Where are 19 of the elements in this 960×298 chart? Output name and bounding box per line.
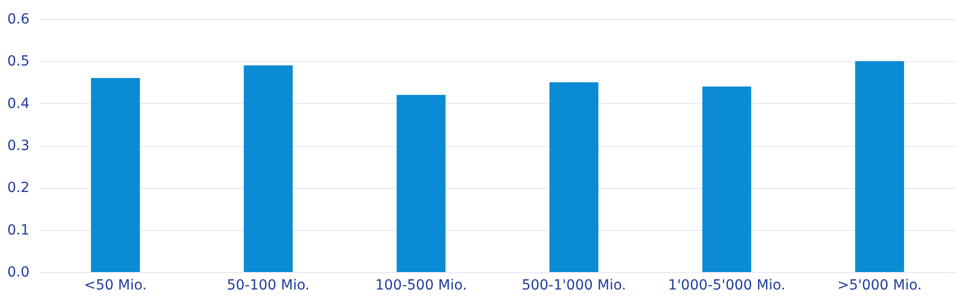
bar (702, 86, 752, 272)
x-tick-label: 500-1'000 Mio. (522, 278, 626, 294)
y-tick-label: 0.0 (7, 264, 30, 280)
bar (549, 82, 598, 272)
y-tick-label: 0.3 (7, 138, 30, 154)
bar (90, 78, 140, 272)
y-tick-label: 0.6 (7, 12, 30, 28)
y-tick-label: 0.1 (7, 222, 30, 238)
bar (855, 61, 904, 272)
x-tick-label: >5'000 Mio. (837, 278, 922, 294)
y-tick-label: 0.2 (7, 180, 30, 196)
bar (396, 94, 446, 272)
x-tick-label: 1'000-5'000 Mio. (668, 278, 786, 294)
x-tick-label: 50-100 Mio. (226, 278, 310, 294)
bar (244, 65, 293, 272)
y-tick-label: 0.5 (7, 54, 30, 70)
y-tick-label: 0.4 (7, 96, 30, 112)
x-tick-label: <50 Mio. (84, 278, 147, 294)
x-tick-label: 100-500 Mio. (375, 278, 467, 294)
